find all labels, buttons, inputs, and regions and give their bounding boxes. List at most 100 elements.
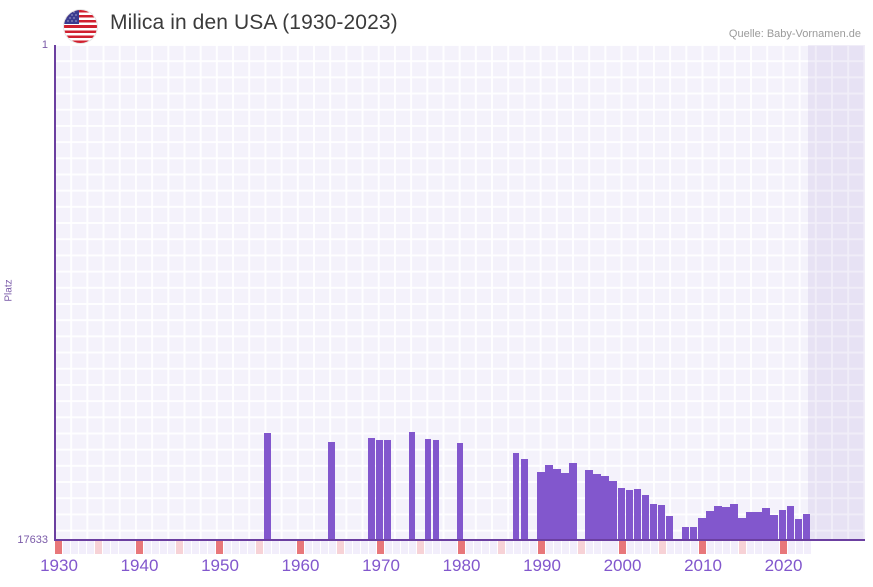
- page-title: Milica in den USA (1930-2023): [110, 11, 398, 34]
- x-axis-label-2000: 2000: [603, 556, 642, 575]
- x-tick-2023: [803, 541, 811, 554]
- x-tick-1970: [377, 541, 385, 554]
- x-tick-1963: [320, 541, 328, 554]
- bar-2020[interactable]: [794, 519, 803, 540]
- bar-1996[interactable]: [601, 476, 609, 540]
- bar-1963[interactable]: [328, 442, 335, 540]
- bar-1978[interactable]: [456, 443, 464, 540]
- x-tick-1943: [159, 541, 167, 554]
- x-tick-1989: [529, 541, 538, 554]
- x-tick-1932: [71, 541, 79, 554]
- x-tick-1967: [352, 541, 360, 554]
- x-tick-2018: [763, 541, 771, 554]
- bar-1967[interactable]: [368, 438, 375, 540]
- x-tick-1996: [586, 541, 594, 554]
- x-tick-1945: [175, 541, 183, 554]
- plot-area: [55, 45, 865, 540]
- bar-2014[interactable]: [746, 512, 754, 540]
- bar-2017[interactable]: [770, 515, 778, 540]
- x-tick-2007: [674, 541, 682, 554]
- x-tick-1954: [248, 541, 256, 554]
- bar-1997[interactable]: [609, 481, 617, 540]
- bar-2002[interactable]: [649, 504, 658, 540]
- x-tick-2019: [771, 541, 779, 554]
- bar-2011[interactable]: [722, 507, 730, 540]
- x-tick-2013: [723, 541, 731, 554]
- x-tick-1952: [232, 541, 240, 554]
- bar-1992[interactable]: [569, 463, 577, 540]
- bar-2021[interactable]: [802, 514, 811, 540]
- x-tick-2011: [707, 541, 715, 554]
- x-tick-1990: [538, 541, 546, 554]
- bar-1955[interactable]: [264, 433, 271, 540]
- x-tick-2020: [779, 541, 787, 554]
- bar-1968[interactable]: [376, 440, 383, 540]
- x-tick-2004: [650, 541, 658, 554]
- x-tick-1931: [63, 541, 71, 554]
- x-tick-1958: [280, 541, 288, 554]
- bar-2007[interactable]: [689, 527, 698, 540]
- x-tick-1938: [119, 541, 127, 554]
- bar-1972[interactable]: [408, 432, 416, 540]
- bar-2013[interactable]: [738, 518, 746, 540]
- bar-2000[interactable]: [633, 489, 642, 540]
- bar-2015[interactable]: [754, 512, 762, 540]
- y-axis-line: [54, 45, 56, 541]
- bar-2008[interactable]: [698, 518, 706, 540]
- x-tick-2000: [618, 541, 626, 554]
- bar-2012[interactable]: [730, 504, 738, 540]
- bar-2018[interactable]: [778, 510, 787, 540]
- x-tick-1975: [417, 541, 425, 554]
- bar-1975[interactable]: [432, 440, 440, 540]
- x-tick-2001: [626, 541, 634, 554]
- bar-1969[interactable]: [384, 440, 391, 540]
- x-axis-label-1960: 1960: [281, 556, 320, 575]
- x-tick-1951: [224, 541, 232, 554]
- bar-2010[interactable]: [714, 506, 722, 540]
- x-tick-2017: [755, 541, 763, 554]
- x-axis-label-1970: 1970: [362, 556, 400, 575]
- bar-1986[interactable]: [521, 459, 528, 540]
- source-attribution: Quelle: Baby-Vornamen.de: [728, 28, 861, 40]
- bar-1988[interactable]: [537, 472, 545, 540]
- x-tick-1966: [344, 541, 352, 554]
- bar-1985[interactable]: [512, 453, 520, 540]
- bar-2003[interactable]: [657, 505, 666, 540]
- x-axis-label-1930: 1930: [40, 556, 78, 575]
- bar-2006[interactable]: [681, 527, 690, 540]
- x-tick-1973: [401, 541, 409, 554]
- x-tick-1999: [610, 541, 618, 554]
- x-tick-1962: [312, 541, 320, 554]
- bar-2019[interactable]: [786, 506, 795, 540]
- x-tick-1974: [409, 541, 417, 554]
- bar-1991[interactable]: [561, 473, 569, 540]
- x-tick-1948: [199, 541, 208, 554]
- bar-2001[interactable]: [641, 495, 650, 540]
- bar-1994[interactable]: [585, 470, 593, 540]
- x-axis-label-1980: 1980: [442, 556, 481, 575]
- x-axis-line: [54, 539, 865, 541]
- x-tick-1950: [216, 541, 224, 554]
- x-tick-1947: [191, 541, 199, 554]
- bar-1999[interactable]: [625, 490, 634, 540]
- x-tick-1956: [264, 541, 272, 554]
- x-tick-1934: [87, 541, 95, 554]
- future-shaded-region: [808, 45, 865, 540]
- bar-2009[interactable]: [706, 511, 714, 540]
- bar-1989[interactable]: [545, 465, 553, 540]
- x-tick-1955: [256, 541, 264, 554]
- x-tick-1937: [111, 541, 119, 554]
- bar-2004[interactable]: [665, 516, 674, 540]
- y-axis-top-label: 1: [41, 39, 48, 51]
- x-tick-1978: [441, 541, 449, 554]
- x-tick-1971: [385, 541, 393, 554]
- x-tick-2005: [658, 541, 666, 554]
- x-tick-1930: [55, 541, 63, 554]
- bar-2016[interactable]: [762, 508, 770, 540]
- bar-1974[interactable]: [424, 439, 432, 540]
- x-tick-1965: [336, 541, 344, 554]
- bar-1998[interactable]: [617, 488, 626, 540]
- bar-1990[interactable]: [553, 469, 561, 540]
- bar-1995[interactable]: [593, 474, 601, 540]
- x-tick-1976: [425, 541, 433, 554]
